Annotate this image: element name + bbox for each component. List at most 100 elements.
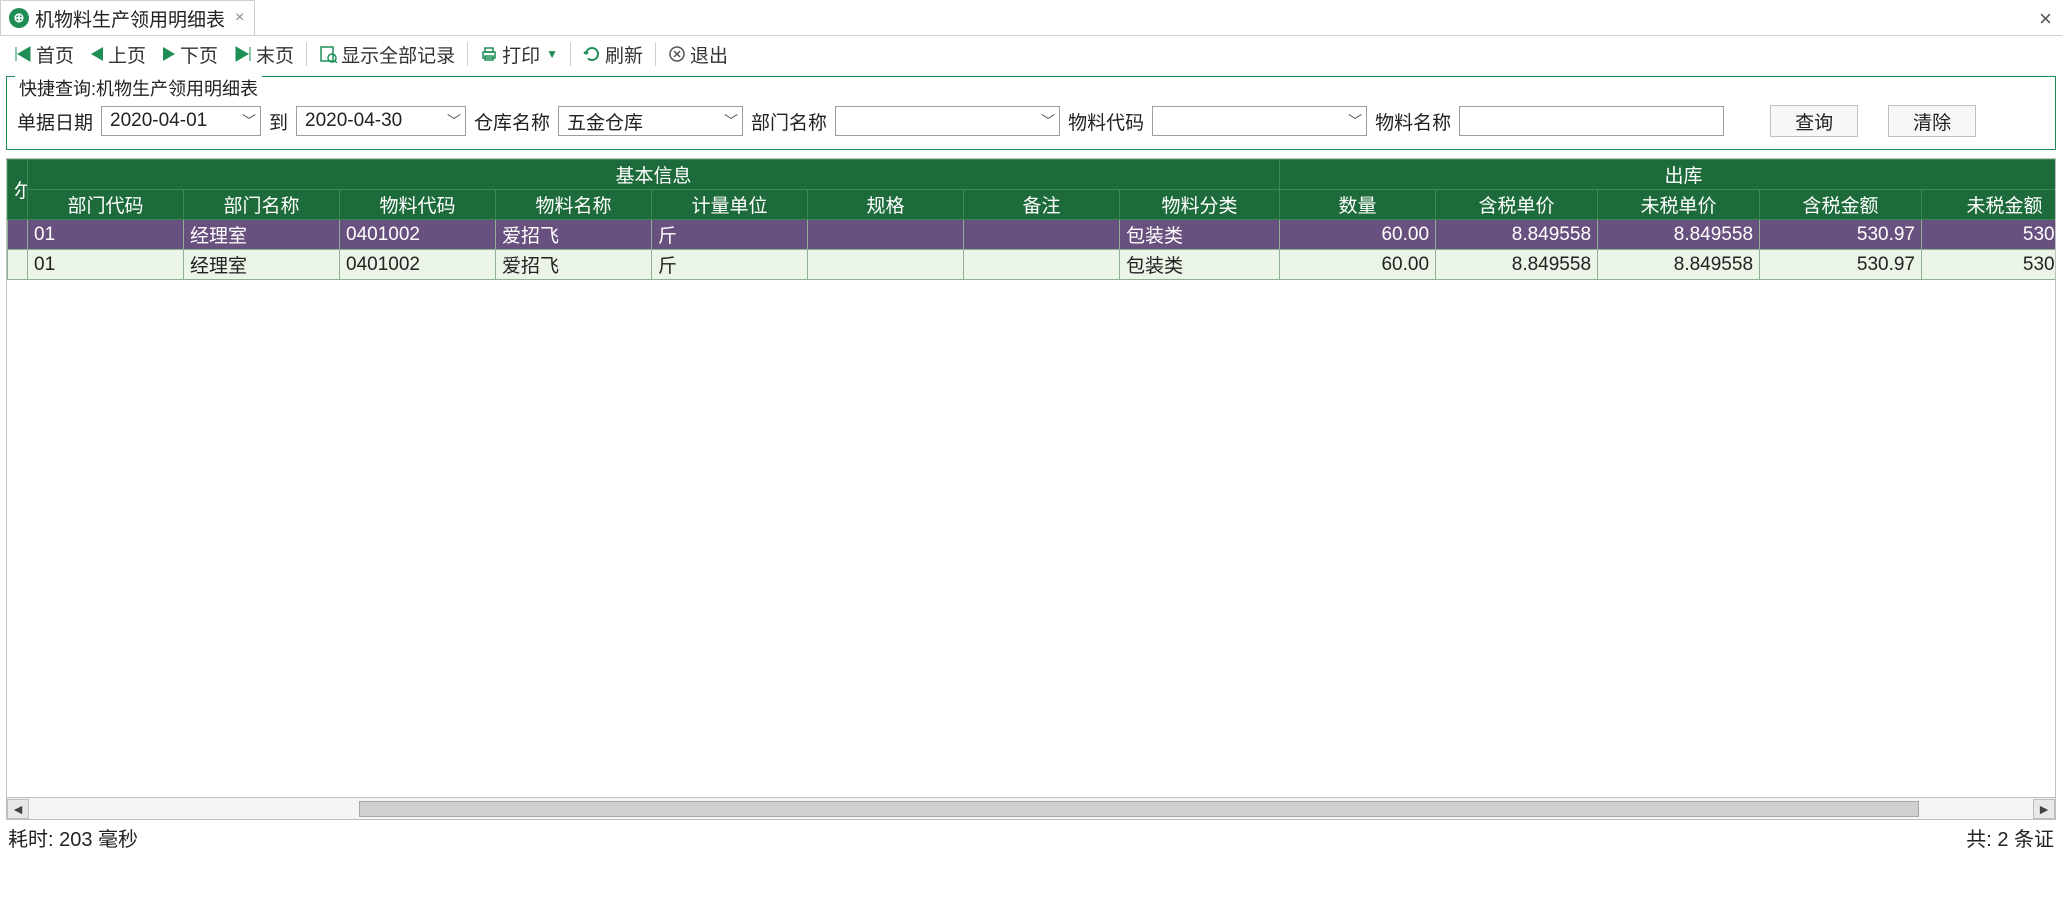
show-all-label: 显示全部记录 (341, 41, 455, 68)
table-cell: 爱招飞 (496, 250, 652, 280)
table-row[interactable]: 01经理室0401002爱招飞斤包装类60.008.8495588.849558… (8, 250, 2056, 280)
refresh-icon (583, 46, 601, 62)
date-from-value: 2020-04-01 (110, 110, 207, 132)
date-from-label: 单据日期 (17, 108, 93, 135)
table-cell: 斤 (652, 220, 808, 250)
date-to-label: 到 (269, 108, 288, 135)
last-page-icon (234, 46, 252, 62)
grid-column-header[interactable]: 物料代码 (340, 190, 496, 220)
table-cell: 0401002 (340, 250, 496, 280)
chevron-down-icon: ﹀ (1342, 111, 1362, 131)
grid-group-out: 出库 (1280, 160, 2055, 190)
query-panel: 快捷查询:机物生产领用明细表 单据日期 2020-04-01 ﹀ 到 2020-… (6, 76, 2056, 150)
window-close-icon[interactable]: × (2039, 6, 2052, 32)
date-to-combo[interactable]: 2020-04-30 ﹀ (296, 106, 466, 136)
matname-label: 物料名称 (1375, 108, 1451, 135)
dept-combo[interactable]: ﹀ (835, 106, 1060, 136)
table-cell (964, 220, 1120, 250)
table-cell: 60.00 (1280, 250, 1436, 280)
table-cell: 530.97 (1922, 220, 2055, 250)
next-page-icon (162, 46, 176, 62)
print-button[interactable]: 打印 ▼ (472, 39, 566, 69)
tab-close-icon[interactable]: × (231, 9, 244, 27)
toolbar-separator (570, 42, 571, 66)
next-page-button[interactable]: 下页 (154, 39, 226, 69)
grid-column-header[interactable]: 未税单价 (1598, 190, 1760, 220)
prev-page-button[interactable]: 上页 (82, 39, 154, 69)
table-cell: 530.97 (1760, 220, 1922, 250)
first-page-label: 首页 (36, 41, 74, 68)
grid-column-header[interactable]: 计量单位 (652, 190, 808, 220)
table-cell (8, 220, 28, 250)
status-count: 共: 2 条证 (1966, 823, 2054, 852)
grid-column-header[interactable]: 备注 (964, 190, 1120, 220)
prev-page-icon (90, 46, 104, 62)
last-page-button[interactable]: 末页 (226, 39, 302, 69)
dept-label: 部门名称 (751, 108, 827, 135)
scroll-thumb[interactable] (359, 801, 1919, 817)
horizontal-scrollbar[interactable]: ◄ ► (7, 797, 2055, 819)
refresh-button[interactable]: 刷新 (575, 39, 651, 69)
grid-group-basic: 基本信息 (28, 160, 1280, 190)
table-cell (8, 250, 28, 280)
warehouse-combo[interactable]: 五金仓库 ﹀ (558, 106, 743, 136)
date-from-combo[interactable]: 2020-04-01 ﹀ (101, 106, 261, 136)
grid-column-header[interactable]: 部门代码 (28, 190, 184, 220)
chevron-down-icon: ﹀ (441, 111, 461, 131)
table-cell: 经理室 (184, 220, 340, 250)
toolbar-separator (467, 42, 468, 66)
grid-column-header[interactable]: 部门名称 (184, 190, 340, 220)
query-button[interactable]: 查询 (1770, 105, 1858, 137)
grid-scroll-region[interactable]: 尔基本信息出库 部门代码部门名称物料代码物料名称计量单位规格备注物料分类数量含税… (7, 159, 2055, 797)
toolbar-separator (306, 42, 307, 66)
status-elapsed: 耗时: 203 毫秒 (8, 823, 138, 852)
first-page-button[interactable]: 首页 (6, 39, 82, 69)
document-tab[interactable]: ⊕ 机物料生产领用明细表 × (0, 0, 255, 35)
grid-column-header[interactable]: 含税金额 (1760, 190, 1922, 220)
toolbar-separator (655, 42, 656, 66)
grid-column-header[interactable]: 规格 (808, 190, 964, 220)
table-cell: 包装类 (1120, 250, 1280, 280)
table-row[interactable]: 01经理室0401002爱招飞斤包装类60.008.8495588.849558… (8, 220, 2056, 250)
table-cell: 斤 (652, 250, 808, 280)
toolbar: 首页 上页 下页 末页 显示全部记录 打印 ▼ 刷新 退出 (0, 36, 2062, 72)
print-dropdown-icon[interactable]: ▼ (544, 47, 558, 61)
grid-column-header[interactable]: 物料名称 (496, 190, 652, 220)
matname-input[interactable] (1459, 106, 1724, 136)
grid-stub-header: 尔 (8, 160, 28, 220)
grid-column-header[interactable]: 物料分类 (1120, 190, 1280, 220)
print-icon (480, 46, 498, 62)
exit-label: 退出 (690, 41, 728, 68)
grid-column-header[interactable]: 未税金额 (1922, 190, 2055, 220)
table-cell: 8.849558 (1598, 250, 1760, 280)
clear-button[interactable]: 清除 (1888, 105, 1976, 137)
exit-button[interactable]: 退出 (660, 39, 736, 69)
chevron-down-icon: ﹀ (1035, 111, 1055, 131)
data-grid: 尔基本信息出库 部门代码部门名称物料代码物料名称计量单位规格备注物料分类数量含税… (6, 158, 2056, 820)
query-row: 单据日期 2020-04-01 ﹀ 到 2020-04-30 ﹀ 仓库名称 五金… (17, 105, 2045, 137)
matcode-combo[interactable]: ﹀ (1152, 106, 1367, 136)
grid-header-column-row: 部门代码部门名称物料代码物料名称计量单位规格备注物料分类数量含税单价未税单价含税… (8, 190, 2056, 220)
next-page-label: 下页 (180, 41, 218, 68)
chevron-down-icon: ﹀ (718, 111, 738, 131)
grid-table: 尔基本信息出库 部门代码部门名称物料代码物料名称计量单位规格备注物料分类数量含税… (7, 159, 2055, 280)
exit-icon (668, 45, 686, 63)
grid-column-header[interactable]: 含税单价 (1436, 190, 1598, 220)
first-page-icon (14, 46, 32, 62)
chevron-down-icon: ﹀ (236, 111, 256, 131)
scroll-right-icon[interactable]: ► (2033, 799, 2055, 819)
globe-icon: ⊕ (9, 8, 29, 28)
date-to-value: 2020-04-30 (305, 110, 402, 132)
grid-column-header[interactable]: 数量 (1280, 190, 1436, 220)
table-cell (964, 250, 1120, 280)
table-cell: 经理室 (184, 250, 340, 280)
scroll-track[interactable] (29, 799, 2033, 819)
table-cell (808, 250, 964, 280)
tab-title: 机物料生产领用明细表 (35, 5, 225, 32)
grid-header-group-row: 尔基本信息出库 (8, 160, 2056, 190)
table-cell: 530.97 (1922, 250, 2055, 280)
table-cell (808, 220, 964, 250)
show-all-button[interactable]: 显示全部记录 (311, 39, 463, 69)
scroll-left-icon[interactable]: ◄ (7, 799, 29, 819)
warehouse-value: 五金仓库 (567, 108, 643, 135)
